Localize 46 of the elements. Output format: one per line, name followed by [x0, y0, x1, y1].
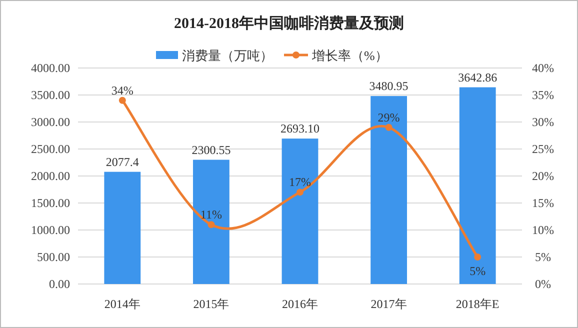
- y-tick-label: 3000.00: [31, 115, 70, 129]
- y-tick-label: 1000.00: [31, 223, 70, 237]
- y-tick-label: 1500.00: [31, 196, 70, 210]
- data-label: 2077.4: [106, 154, 139, 169]
- point: [474, 254, 482, 260]
- x-tick-label: 2018年E: [456, 297, 500, 311]
- bar: [459, 87, 496, 284]
- y-tick-label: 500.00: [37, 250, 70, 264]
- data-label: 5%: [470, 264, 486, 278]
- legend-label: 消费量（万吨）: [182, 48, 273, 63]
- y2-tick-label: 15%: [532, 196, 554, 210]
- y-tick-label: 2500.00: [31, 142, 70, 156]
- y2-tick-label: 40%: [532, 61, 554, 75]
- data-label: 11%: [200, 208, 222, 222]
- x-tick-label: 2014年: [104, 297, 140, 311]
- y2-tick-label: 5%: [535, 250, 551, 264]
- point: [118, 96, 126, 104]
- bar: [104, 172, 141, 284]
- legend-label: 增长率（%）: [311, 48, 388, 63]
- data-label: 17%: [289, 175, 311, 190]
- data-label: 2300.55: [192, 142, 231, 157]
- data-label: 3642.86: [458, 70, 498, 84]
- data-label: 2693.10: [280, 122, 320, 136]
- x-tick-label: 2017年: [370, 297, 407, 311]
- y-tick-label: 2000.00: [31, 169, 70, 183]
- x-tick-label: 2016年: [282, 297, 318, 311]
- y2-tick-label: 35%: [532, 88, 554, 102]
- point: [208, 221, 215, 228]
- bar: [192, 160, 230, 284]
- y2-tick-label: 20%: [532, 169, 554, 183]
- y2-tick-label: 30%: [532, 115, 554, 129]
- data-label: 3480.95: [369, 79, 408, 94]
- bar: [282, 138, 318, 284]
- y2-tick-label: 25%: [532, 142, 554, 156]
- y2-tick-label: 0%: [535, 277, 551, 291]
- data-label: 29%: [378, 110, 400, 124]
- point: [296, 188, 304, 196]
- y-tick-label: 0.00: [49, 277, 70, 291]
- point: [385, 124, 392, 131]
- y-tick-label: 3500.00: [31, 88, 70, 102]
- chart-title: 2014-2018年中国咖啡消费量及预测: [174, 15, 404, 32]
- bar: [370, 96, 408, 284]
- y2-tick-label: 10%: [532, 223, 554, 237]
- x-tick-label: 2015年: [193, 297, 230, 311]
- data-label: 34%: [111, 83, 134, 98]
- y-tick-label: 4000.00: [31, 61, 70, 75]
